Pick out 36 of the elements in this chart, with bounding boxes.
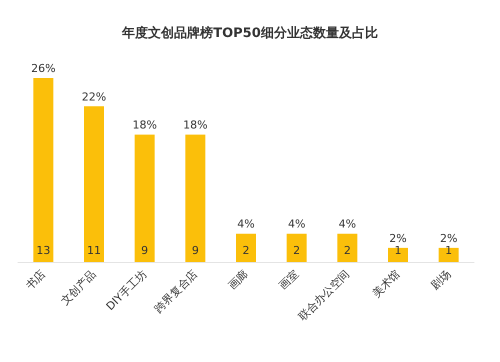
data-label: 2 (344, 244, 351, 257)
bar (33, 78, 54, 262)
bar (438, 248, 459, 262)
data-label: 2 (293, 244, 300, 257)
x-tick-label: 画室 (276, 267, 302, 292)
annotation: 18% (132, 118, 157, 132)
bar (84, 106, 104, 262)
x-tick-label: 书店 (23, 267, 48, 292)
annotation: 4% (237, 218, 255, 231)
annotation: 22% (82, 90, 106, 104)
bar (185, 134, 206, 262)
x-tick-label: 美术馆 (370, 267, 403, 300)
data-label: 11 (87, 244, 101, 257)
chart-title: 年度文创品牌榜TOP50细分业态数量及占比 (121, 25, 378, 41)
annotation: 18% (183, 118, 208, 132)
bar (134, 134, 155, 262)
bar (337, 234, 358, 262)
bar (388, 248, 408, 262)
annotation: 2% (440, 232, 458, 245)
x-tick-label: DIY手工坊 (104, 267, 150, 313)
data-label: 9 (192, 244, 199, 257)
x-tick-label: 剧场 (428, 267, 454, 292)
data-label: 1 (394, 244, 402, 257)
data-label: 13 (36, 244, 50, 257)
annotation: 4% (338, 218, 356, 231)
annotation: 4% (288, 218, 306, 231)
data-label: 1 (445, 244, 452, 257)
x-tick-label: 跨界复合店 (152, 267, 200, 316)
bar (236, 234, 256, 262)
data-label: 9 (141, 244, 148, 257)
x-tick-label: 画廊 (226, 267, 251, 292)
bar (286, 234, 307, 262)
annotation: 26% (31, 62, 56, 75)
data-label: 2 (242, 244, 250, 257)
x-tick-label: 文创产品 (58, 267, 99, 308)
annotation: 2% (389, 232, 407, 245)
